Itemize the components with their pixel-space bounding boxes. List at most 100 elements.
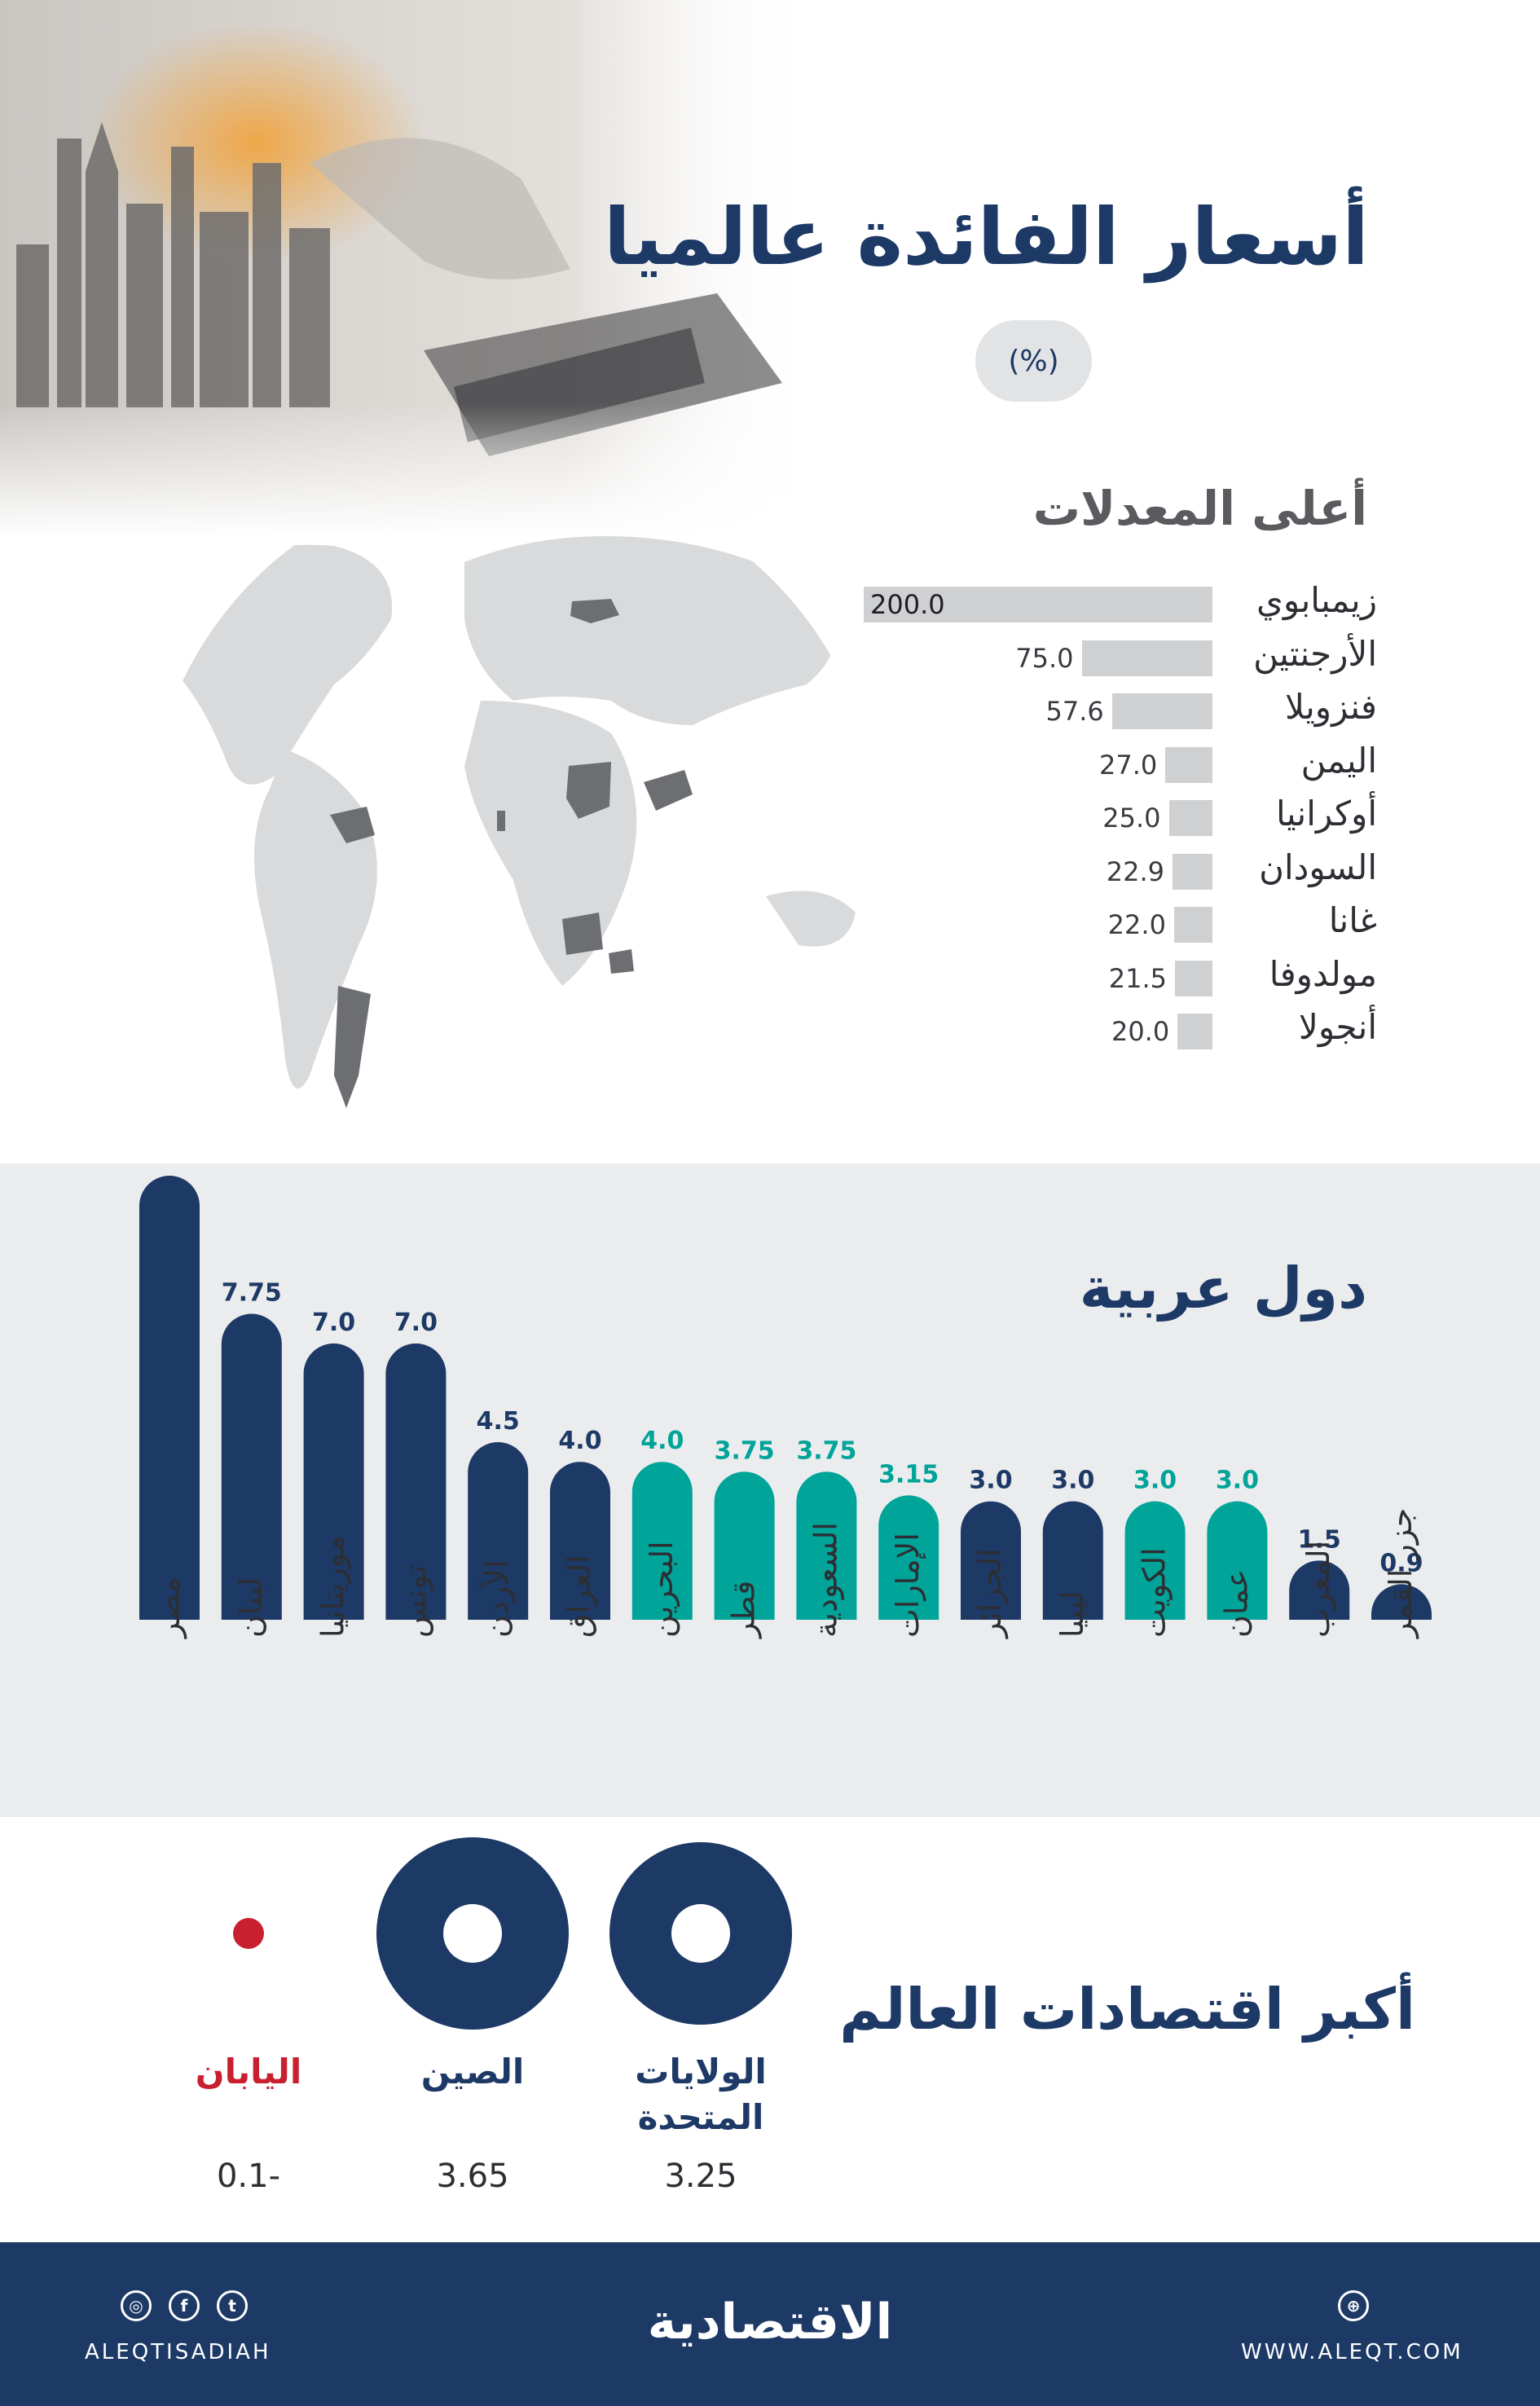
top-rate-value: 25.0 — [1102, 803, 1161, 834]
arab-country-label: مصر — [151, 1577, 187, 1639]
instagram-icon[interactable]: ◎ — [121, 2290, 152, 2321]
globe-icon[interactable]: ⊕ — [1338, 2290, 1369, 2321]
arab-value-label: 0.9 — [1379, 1549, 1423, 1577]
top-rate-country: أنجولا — [1298, 1007, 1377, 1047]
arab-bar — [1289, 1560, 1350, 1620]
arab-value-label: 4.5 — [477, 1407, 520, 1436]
arab-bar — [1207, 1501, 1268, 1620]
arab-value-label: 3.0 — [1133, 1467, 1177, 1495]
top-rate-value: 27.0 — [1098, 749, 1158, 781]
arab-countries-chart: 11.25 مصر 7.75 لبنان 7.0 موريتانيا 7.0 تونس 4.5 ا… — [131, 1163, 1432, 1639]
top-rate-value: 200.0 — [870, 589, 945, 620]
website-link[interactable]: WWW.ALEQT.COM — [1241, 2340, 1463, 2364]
arab-country-label: موريتانيا — [315, 1535, 352, 1638]
arab-value-label: 3.75 — [715, 1436, 775, 1465]
economy-value: 3.25 — [664, 2157, 737, 2195]
arab-country-label: ليبيا — [1054, 1590, 1090, 1638]
arab-country-label: المغرب — [1300, 1541, 1337, 1638]
arab-bar — [878, 1495, 939, 1620]
economy-name: اليابان — [195, 2052, 302, 2092]
arab-country-label: الجزائر — [972, 1548, 1009, 1639]
top-rate-bar — [1168, 800, 1212, 836]
economy-name: الصين — [420, 2052, 525, 2092]
arab-bar — [221, 1313, 282, 1620]
arab-value-label: 4.0 — [640, 1427, 684, 1455]
economy-name: الولايات المتحدة — [635, 2052, 767, 2137]
top-rate-bar — [864, 587, 1212, 622]
header-photo — [0, 0, 815, 538]
top-rate-bar — [1081, 640, 1212, 676]
arab-value-label: 11.25 — [131, 1163, 209, 1169]
footer-bar — [0, 2242, 1540, 2406]
arab-country-label: تونس — [397, 1565, 433, 1638]
top-rate-country: اليمن — [1300, 740, 1377, 781]
top-rate-country: غانا — [1328, 900, 1377, 940]
arab-value-label: 7.75 — [222, 1279, 282, 1308]
arab-country-label: جزر القمر — [1383, 1508, 1419, 1639]
arab-country-label: لبنان — [233, 1577, 269, 1638]
top-rate-value: 75.0 — [1015, 642, 1074, 674]
top-rate-country: مولدوفا — [1269, 953, 1377, 994]
social-handle: ALEQTISADIAH — [85, 2340, 271, 2364]
arab-bar — [961, 1501, 1021, 1620]
arab-value-label: 3.0 — [969, 1467, 1012, 1495]
top-rate-value: 57.6 — [1045, 696, 1104, 727]
arab-bar — [1124, 1501, 1186, 1620]
arab-section-title: دول عربية — [1079, 1255, 1367, 1322]
top-rate-country: السودان — [1259, 847, 1377, 887]
top-rate-bar — [1111, 693, 1212, 729]
top-rate-country: زيمبابوي — [1256, 580, 1377, 620]
arab-country-label: السعودية — [807, 1522, 844, 1638]
facebook-icon[interactable]: f — [169, 2290, 200, 2321]
page-title: أسعار الفائدة عالميا — [603, 191, 1369, 283]
top-rate-country: الأرجنتين — [1253, 633, 1377, 674]
economy-value: 0.1- — [216, 2157, 281, 2195]
economy-rate-dot — [233, 1918, 264, 1949]
arab-bar — [1042, 1501, 1103, 1620]
arab-country-label: الأردن — [477, 1560, 515, 1638]
arab-country-label: الإمارات — [890, 1533, 926, 1638]
arab-bar — [550, 1462, 610, 1620]
world-map — [155, 536, 856, 1108]
arab-bar — [714, 1471, 775, 1620]
arab-value-label: 3.0 — [1216, 1467, 1259, 1495]
arab-value-label: 7.0 — [394, 1309, 438, 1337]
top-rate-value: 22.0 — [1107, 909, 1166, 940]
arab-country-label: البحرين — [644, 1541, 680, 1638]
arab-bar — [303, 1343, 364, 1620]
brand-logo: الاقتصادية — [647, 2294, 893, 2351]
arab-value-label: 3.0 — [1051, 1467, 1094, 1495]
economy-circle-center — [671, 1904, 730, 1963]
top-rate-bar — [1174, 960, 1212, 996]
arab-country-label: عمان — [1218, 1569, 1254, 1638]
arab-value-label: 3.15 — [878, 1460, 939, 1489]
arab-country-label: العراق — [561, 1555, 598, 1638]
arab-bar — [796, 1471, 857, 1620]
arab-bar — [468, 1442, 529, 1620]
top-rate-bar — [1173, 907, 1212, 943]
arab-bar — [139, 1176, 200, 1620]
top-rate-bar — [1177, 1014, 1212, 1049]
arab-value-label: 4.0 — [558, 1427, 601, 1455]
top-rate-bar — [1165, 746, 1212, 783]
top-rate-country: أوكرانيا — [1276, 794, 1377, 834]
arab-bar — [631, 1462, 693, 1620]
top-rate-value: 20.0 — [1111, 1016, 1170, 1047]
highlighted-countries — [330, 599, 693, 1108]
arab-bar — [1371, 1584, 1432, 1620]
top-rate-value: 21.5 — [1108, 962, 1167, 994]
arab-value-label: 1.5 — [1298, 1525, 1341, 1554]
arab-value-label: 7.0 — [312, 1309, 355, 1337]
top-rates-title: أعلى المعدلات — [1032, 481, 1367, 536]
economy-circle-center — [443, 1904, 502, 1963]
top-rate-country: فنزويلا — [1285, 687, 1377, 727]
top-rate-bar — [1172, 853, 1212, 890]
unit-badge: (%) — [975, 320, 1092, 402]
arab-country-label: قطر — [726, 1581, 763, 1639]
arab-value-label: 3.75 — [796, 1436, 856, 1465]
twitter-icon[interactable]: t — [217, 2290, 248, 2321]
arab-bar — [385, 1343, 447, 1620]
economies-title: أكبر اقتصادات العالم — [839, 1976, 1415, 2043]
economy-value: 3.65 — [436, 2157, 509, 2195]
arab-country-label: الكويت — [1137, 1547, 1173, 1638]
